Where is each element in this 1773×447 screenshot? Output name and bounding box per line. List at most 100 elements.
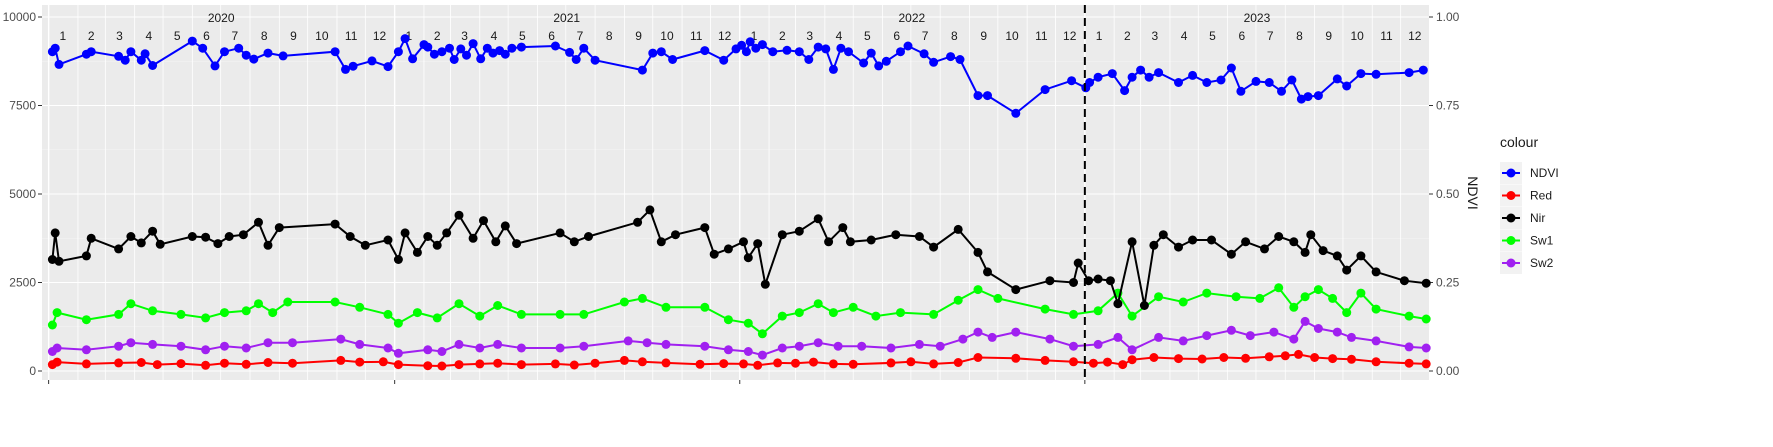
data-point-nir	[1105, 276, 1115, 286]
data-point-nir	[866, 235, 876, 245]
data-point-sw1	[1069, 309, 1078, 319]
data-point-ndvi	[507, 43, 517, 53]
data-point-nir	[1093, 274, 1103, 284]
data-point-ndvi	[86, 47, 96, 57]
data-point-red	[739, 359, 748, 369]
data-point-sw1	[896, 308, 905, 318]
data-point-ndvi	[656, 47, 666, 57]
data-point-sw1	[794, 308, 804, 318]
data-point-red	[1197, 354, 1207, 364]
data-point-ndvi	[973, 91, 983, 101]
data-point-nir	[412, 247, 422, 257]
data-point-nir	[1332, 251, 1342, 261]
data-point-ndvi	[437, 47, 447, 57]
legend-label-ndvi: NDVI	[1530, 166, 1559, 180]
month-label: 12	[373, 29, 387, 43]
right-axis: 0.00 0.25 0.50 0.75 1.00	[1429, 10, 1460, 378]
data-point-ndvi	[263, 48, 273, 58]
data-point-ndvi	[383, 62, 393, 72]
data-point-sw2	[454, 339, 464, 349]
data-point-nir	[155, 239, 165, 249]
data-point-sw1	[813, 299, 823, 309]
data-point-sw2	[114, 341, 124, 351]
data-point-nir	[274, 223, 284, 233]
data-point-ndvi	[1303, 92, 1313, 102]
month-label: 8	[1296, 29, 1303, 43]
data-point-ndvi	[1120, 86, 1130, 96]
data-point-sw2	[1300, 316, 1310, 326]
data-point-sw2	[958, 334, 968, 344]
legend: colour NDVI Red Nir Sw1 Sw2	[1500, 134, 1559, 274]
data-point-red	[336, 355, 346, 365]
data-point-ndvi	[929, 57, 939, 67]
data-point-ndvi	[637, 65, 647, 75]
data-point-ndvi	[844, 47, 853, 57]
month-label: 7	[232, 29, 239, 43]
data-point-sw2	[201, 345, 211, 355]
data-point-sw2	[148, 339, 158, 349]
data-point-sw2	[383, 343, 393, 353]
data-point-ndvi	[919, 49, 929, 59]
data-point-sw1	[176, 309, 186, 319]
data-point-sw1	[1421, 314, 1431, 324]
month-label: 6	[1238, 29, 1245, 43]
series-sw2	[47, 316, 1431, 360]
month-label: 4	[836, 29, 843, 43]
data-point-ndvi	[234, 43, 244, 53]
data-point-ndvi	[668, 55, 678, 64]
data-point-ndvi	[1236, 86, 1246, 96]
data-point-ndvi	[903, 41, 913, 51]
month-label: 9	[635, 29, 642, 43]
data-point-sw1	[1404, 311, 1414, 321]
data-point-sw2	[1226, 325, 1236, 335]
data-point-nir	[254, 217, 263, 227]
month-label: 1	[1096, 29, 1103, 43]
data-point-nir	[723, 244, 733, 254]
data-point-ndvi	[1136, 65, 1146, 75]
data-point-red	[791, 358, 800, 368]
data-point-sw1	[330, 297, 340, 307]
data-point-nir	[148, 226, 158, 236]
data-point-ndvi	[330, 47, 340, 57]
data-point-ndvi	[120, 55, 130, 65]
series-sw1	[47, 283, 1431, 339]
data-point-sw1	[1093, 306, 1103, 316]
data-point-nir	[1274, 232, 1284, 241]
data-point-red	[719, 359, 729, 369]
month-label: 8	[951, 29, 958, 43]
data-point-nir	[454, 210, 464, 220]
data-point-nir	[1356, 251, 1366, 261]
data-point-sw1	[1371, 304, 1381, 314]
data-point-ndvi	[449, 55, 459, 64]
data-point-red	[1404, 358, 1414, 368]
data-point-sw2	[220, 341, 229, 351]
data-point-sw1	[1178, 297, 1188, 307]
data-point-red	[828, 359, 838, 369]
data-point-red	[590, 358, 600, 368]
data-point-sw1	[268, 308, 278, 318]
left-tick-label: 0	[29, 364, 36, 378]
data-point-red	[1294, 349, 1303, 359]
data-point-ndvi	[1127, 72, 1137, 82]
data-point-ndvi	[757, 40, 767, 50]
data-point-nir	[794, 226, 804, 236]
data-point-sw1	[412, 308, 422, 318]
month-label: 11	[345, 29, 358, 43]
data-point-ndvi	[516, 42, 526, 52]
data-point-sw1	[475, 311, 485, 321]
legend-label-sw2: Sw2	[1530, 256, 1554, 270]
data-point-nir	[973, 247, 983, 257]
data-point-red	[848, 359, 858, 369]
data-point-sw1	[1202, 288, 1212, 298]
data-point-sw1	[241, 306, 251, 316]
data-point-sw1	[114, 309, 124, 319]
data-point-nir	[1399, 276, 1409, 286]
plot-panel	[42, 5, 1429, 380]
data-point-red	[973, 353, 983, 362]
month-label: 12	[718, 29, 732, 43]
data-point-red	[550, 359, 560, 369]
data-point-nir	[442, 228, 452, 238]
data-point-sw1	[828, 308, 838, 318]
data-point-nir	[432, 240, 442, 250]
data-point-sw2	[336, 334, 346, 344]
